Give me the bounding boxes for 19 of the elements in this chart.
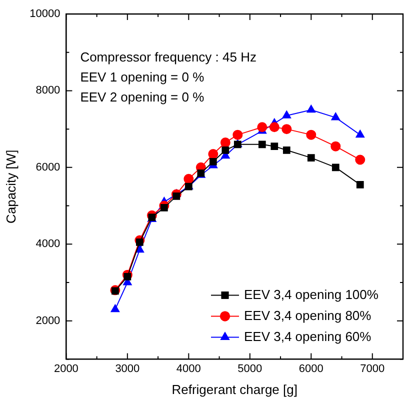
y-tick-label: 6000 (36, 161, 60, 174)
annotation: Compressor frequency : 45 Hz (80, 50, 256, 65)
x-tick-label: 6000 (298, 362, 324, 375)
x-tick-label: 7000 (360, 362, 385, 375)
x-axis-title: Refrigerant charge [g] (172, 382, 298, 397)
y-axis-title: Capacity [W] (3, 150, 18, 224)
y-tick-label: 10000 (30, 8, 60, 20)
annotation: EEV 1 opening = 0 % (80, 70, 205, 85)
legend-label: EEV 3,4 opening 100% (244, 286, 379, 302)
y-tick-label: 2000 (36, 314, 60, 327)
x-tick-label: 2000 (54, 362, 78, 375)
x-tick-label: 4000 (176, 362, 201, 375)
x-tick-label: 5000 (238, 362, 262, 375)
legend-label: EEV 3,4 opening 80% (244, 308, 372, 323)
y-tick-label: 4000 (36, 238, 60, 250)
annotation: EEV 2 opening = 0 % (80, 90, 205, 105)
y-tick-label: 8000 (36, 84, 60, 97)
x-tick-label: 3000 (115, 362, 140, 375)
legend-label: EEV 3,4 opening 60% (244, 328, 372, 344)
